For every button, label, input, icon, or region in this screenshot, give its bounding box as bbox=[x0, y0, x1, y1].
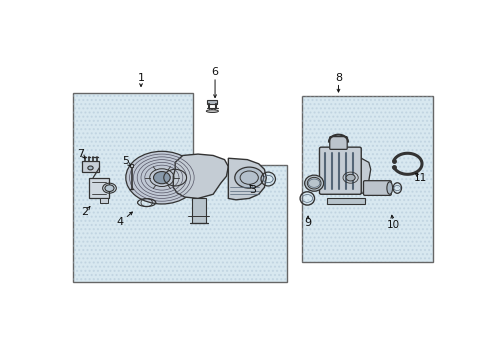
Polygon shape bbox=[302, 96, 433, 262]
Polygon shape bbox=[192, 198, 206, 223]
Circle shape bbox=[126, 151, 198, 204]
Circle shape bbox=[153, 172, 170, 184]
Text: 4: 4 bbox=[117, 217, 123, 227]
Text: 11: 11 bbox=[414, 173, 427, 183]
Text: 7: 7 bbox=[77, 149, 85, 159]
FancyBboxPatch shape bbox=[364, 181, 391, 195]
Circle shape bbox=[88, 166, 93, 170]
Ellipse shape bbox=[387, 182, 392, 194]
Polygon shape bbox=[327, 198, 365, 204]
FancyBboxPatch shape bbox=[82, 161, 99, 172]
Circle shape bbox=[235, 167, 264, 188]
FancyBboxPatch shape bbox=[89, 177, 109, 198]
FancyBboxPatch shape bbox=[207, 100, 217, 104]
FancyBboxPatch shape bbox=[100, 198, 108, 203]
FancyBboxPatch shape bbox=[129, 164, 133, 167]
Text: 3: 3 bbox=[249, 185, 257, 195]
Circle shape bbox=[346, 174, 355, 181]
Text: 1: 1 bbox=[138, 73, 145, 83]
Text: 10: 10 bbox=[387, 220, 400, 230]
Ellipse shape bbox=[206, 110, 219, 112]
Text: 8: 8 bbox=[335, 73, 342, 83]
Text: 2: 2 bbox=[82, 207, 89, 217]
Polygon shape bbox=[173, 154, 228, 198]
Text: 6: 6 bbox=[212, 67, 219, 77]
Ellipse shape bbox=[105, 185, 114, 192]
Polygon shape bbox=[348, 156, 371, 194]
Ellipse shape bbox=[305, 175, 324, 191]
Text: 9: 9 bbox=[304, 219, 311, 228]
Polygon shape bbox=[228, 158, 267, 200]
Polygon shape bbox=[73, 93, 287, 282]
FancyBboxPatch shape bbox=[319, 147, 361, 194]
Text: 5: 5 bbox=[122, 156, 129, 166]
FancyBboxPatch shape bbox=[330, 136, 347, 149]
